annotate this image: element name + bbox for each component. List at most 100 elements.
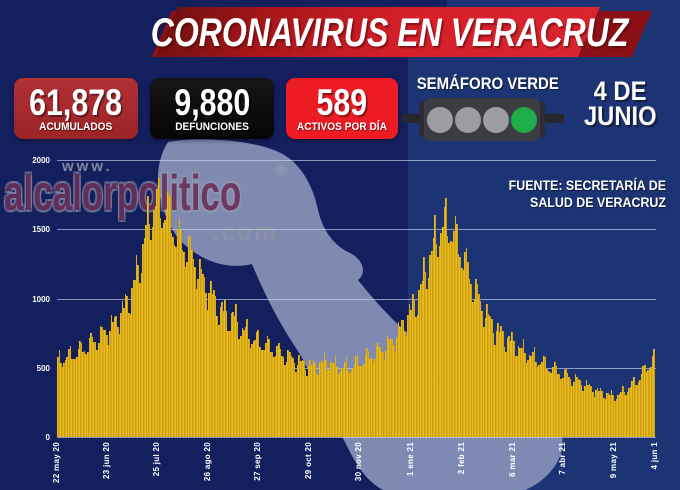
bar-day-149 (292, 358, 294, 437)
bar-day-222 (407, 314, 409, 437)
bar-day-279 (497, 322, 499, 437)
stat-card-activos: 589 ACTIVOS POR DÍA (286, 78, 398, 139)
bar-day-24 (94, 342, 97, 437)
bar-day-35 (112, 321, 114, 437)
bar-day-135 (270, 351, 272, 437)
bar-day-178 (337, 375, 340, 437)
bar-day-152 (296, 364, 299, 437)
bar-day-46 (129, 313, 132, 437)
bar-day-365 (632, 376, 635, 437)
bar-day-51 (137, 265, 140, 437)
x-tick-4-jun-1: 4 jun 1 (650, 442, 659, 470)
bar-day-362 (628, 388, 630, 437)
bar-day-139 (276, 345, 278, 437)
bar-day-123 (251, 344, 253, 437)
bar-day-37 (115, 315, 117, 437)
bar-day-265 (475, 279, 477, 437)
bar-day-320 (561, 378, 564, 437)
bar-day-270 (483, 327, 485, 437)
y-tick-1000: 1000 (32, 294, 50, 304)
bar-day-30 (104, 329, 106, 437)
bar-day-126 (255, 331, 258, 437)
bar-day-202 (375, 345, 378, 437)
bar-day-351 (610, 390, 613, 437)
bar-day-244 (442, 227, 444, 437)
bar-day-239 (434, 215, 436, 437)
bar-day-305 (538, 365, 540, 437)
bar-day-280 (498, 331, 501, 437)
acumulados-value: 61,878 (29, 81, 123, 123)
bar-day-285 (506, 337, 509, 437)
bar-day-150 (293, 363, 296, 437)
bar-day-313 (550, 372, 553, 437)
bar-day-92 (202, 273, 204, 437)
bar-day-203 (377, 343, 379, 437)
bar-day-373 (645, 372, 648, 437)
bar-day-236 (429, 254, 431, 437)
bar-day-8 (69, 345, 72, 437)
bar-day-181 (342, 367, 345, 437)
page-title: CORONAVIRUS EN VERACRUZ (151, 10, 629, 55)
bar-day-151 (295, 372, 297, 437)
gridline-2000 (57, 160, 656, 161)
x-tick-29-oct-20: 29 oct 20 (304, 442, 313, 479)
bar-day-318 (558, 374, 561, 437)
traffic-light-gray-lamp (455, 106, 481, 133)
bar-day-44 (126, 296, 129, 437)
bar-day-49 (134, 280, 136, 437)
bar-day-304 (536, 367, 539, 437)
bar-day-118 (243, 330, 245, 437)
bar-day-54 (142, 243, 144, 437)
bar-day-29 (102, 329, 105, 437)
traffic-light-icon (424, 98, 540, 141)
bar-day-194 (363, 364, 365, 437)
bar-day-140 (277, 342, 280, 437)
bar-day-3 (61, 367, 64, 437)
bar-day-352 (612, 395, 615, 437)
bar-day-130 (262, 349, 264, 437)
bar-day-289 (513, 341, 515, 437)
bar-day-96 (208, 293, 211, 437)
bar-day-378 (653, 348, 656, 437)
bar-day-323 (566, 373, 569, 437)
bar-day-82 (186, 262, 188, 437)
bar-day-346 (602, 397, 605, 437)
bar-day-138 (274, 356, 277, 437)
bar-day-21 (90, 333, 92, 437)
bar-day-342 (596, 387, 599, 437)
bar-day-375 (648, 369, 651, 437)
bar-day-19 (86, 351, 89, 437)
bar-day-250 (451, 241, 454, 437)
bar-day-84 (189, 237, 192, 437)
bar-day-131 (263, 349, 266, 437)
bar-day-33 (109, 331, 111, 437)
bar-day-91 (200, 269, 203, 437)
bar-day-73 (172, 236, 174, 437)
bar-day-317 (557, 373, 559, 437)
bar-day-334 (584, 385, 586, 437)
watermark-name: alcalorpolitico (4, 165, 242, 221)
bar-day-335 (585, 380, 588, 437)
bar-day-253 (456, 224, 458, 437)
bar-day-325 (569, 379, 572, 437)
bar-day-206 (382, 352, 384, 437)
bar-day-16 (82, 352, 84, 437)
gridline-1000 (57, 298, 656, 300)
bar-day-64 (157, 178, 160, 437)
bar-day-208 (385, 351, 387, 437)
bar-day-65 (159, 218, 162, 437)
bar-day-166 (318, 362, 321, 437)
bar-day-212 (391, 338, 394, 437)
bar-day-122 (249, 347, 252, 437)
bar-day-228 (416, 314, 419, 437)
bar-day-322 (565, 369, 567, 437)
bar-day-34 (110, 315, 113, 437)
bar-day-261 (468, 279, 471, 437)
source-line-2: SALUD DE VERACRUZ (530, 195, 666, 210)
bar-day-201 (374, 359, 376, 437)
stat-card-acumulados: 61,878 ACUMULADOS (14, 78, 138, 139)
traffic-light-gray-lamp (427, 106, 453, 133)
bar-day-127 (257, 329, 259, 437)
bar-day-0 (57, 357, 59, 437)
